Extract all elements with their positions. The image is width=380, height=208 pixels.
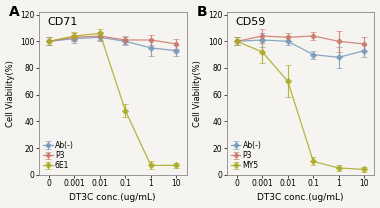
Text: CD71: CD71 <box>48 17 78 27</box>
X-axis label: DT3C conc.(ug/mL): DT3C conc.(ug/mL) <box>70 193 156 202</box>
Legend: Ab(-), P3, 6E1: Ab(-), P3, 6E1 <box>43 140 74 171</box>
Y-axis label: Cell Viability(%): Cell Viability(%) <box>193 60 203 127</box>
Text: B: B <box>197 5 208 20</box>
Legend: Ab(-), P3, MY5: Ab(-), P3, MY5 <box>231 140 262 171</box>
Text: CD59: CD59 <box>236 17 266 27</box>
Y-axis label: Cell Viability(%): Cell Viability(%) <box>6 60 14 127</box>
Text: A: A <box>9 5 20 20</box>
X-axis label: DT3C conc.(ug/mL): DT3C conc.(ug/mL) <box>257 193 344 202</box>
